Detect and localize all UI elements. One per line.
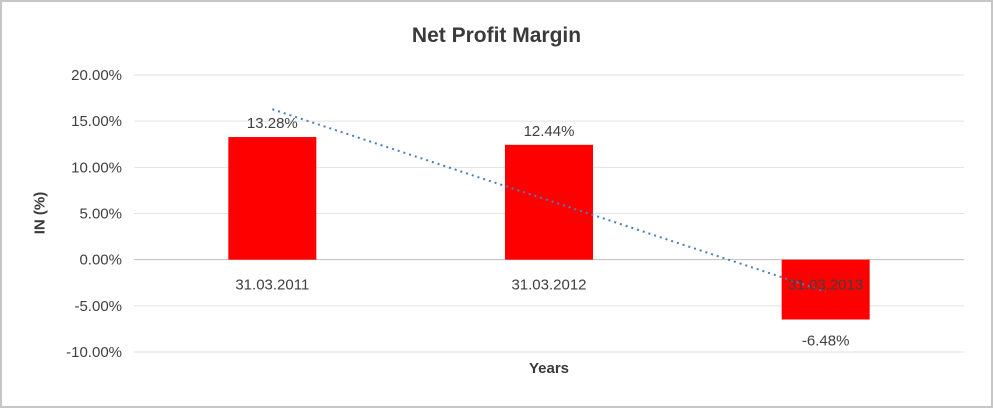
y-tick-label: 0.00%: [79, 252, 122, 269]
bar-31.03.2013: [781, 259, 870, 320]
x-tick-label: 31.03.2012: [511, 277, 586, 294]
data-label: -6.48%: [802, 332, 850, 349]
x-axis-title: Years: [528, 360, 570, 377]
data-label: 12.44%: [524, 123, 575, 140]
data-label: 13.28%: [247, 115, 298, 132]
bar-31.03.2012: [505, 144, 593, 260]
y-tick-label: -5.00%: [74, 298, 122, 315]
y-tick-label: 10.00%: [71, 159, 122, 176]
y-tick-label: 5.00%: [79, 206, 122, 223]
y-tick-label: -10.00%: [66, 344, 122, 361]
bar-31.03.2011: [228, 137, 317, 260]
chart-title: Net Profit Margin: [411, 24, 582, 47]
y-tick-label: 15.00%: [71, 113, 122, 130]
trendline: [272, 108, 826, 293]
x-tick-label: 31.03.2011: [235, 277, 309, 294]
x-tick-label: 31.03.2013: [788, 277, 863, 294]
y-tick-label: 20.00%: [71, 67, 122, 84]
